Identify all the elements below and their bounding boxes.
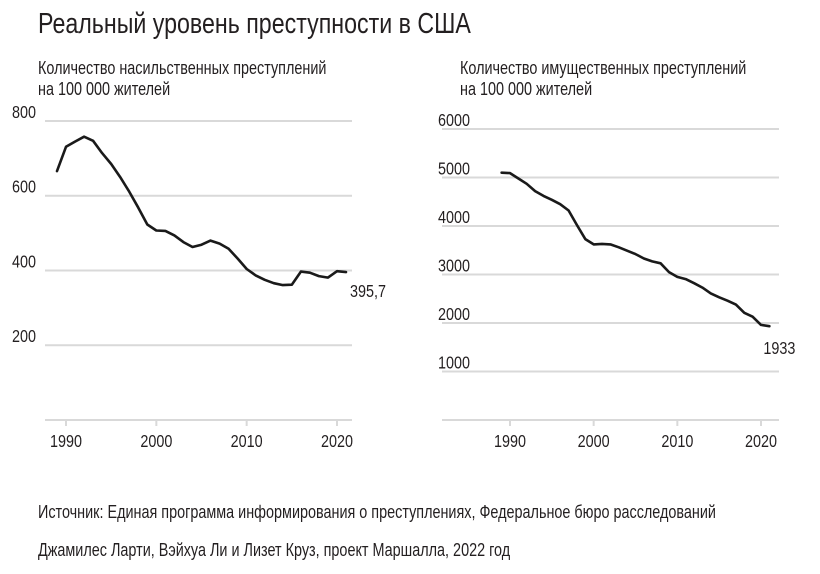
y-tick-label: 2000 [438,305,470,325]
y-tick-label: 4000 [438,208,470,228]
y-tick-label: 5000 [438,159,470,179]
x-tick-label: 1990 [50,432,82,452]
left-subtitle-line-1: Количество насильственных преступлений [38,58,327,78]
x-tick-label: 2020 [321,432,353,452]
right-subtitle-line-2: на 100 000 жителей [460,79,593,99]
y-tick-label: 600 [12,177,36,197]
x-tick-label: 2000 [140,432,172,452]
y-tick-label: 400 [12,252,36,272]
x-tick-label: 2000 [578,432,610,452]
credit-note: Джамилес Ларти, Вэйхуа Ли и Лизет Круз, … [38,540,511,560]
y-tick-label: 1000 [438,353,470,373]
end-value-label: 395,7 [350,282,386,302]
property-crime-chart: 6000 5000 4000 3000 2000 1000 1990 2000 2010 2020… [438,111,795,452]
chart-title: Реальный уровень преступности в США [38,8,471,40]
end-value-label: 1933 [763,339,795,359]
y-tick-label: 800 [12,103,36,123]
right-subtitle-line-1: Количество имущественных преступлений [460,58,747,78]
x-tick-label: 1990 [494,432,526,452]
y-tick-label: 3000 [438,256,470,276]
x-tick-label: 2020 [745,432,777,452]
right-chart-subtitle: Количество имущественных преступлений на… [460,58,746,100]
data-line [500,171,771,328]
left-chart-subtitle: Количество насильственных преступлений н… [38,58,326,100]
y-tick-label: 200 [12,327,36,347]
x-tick-label: 2010 [661,432,693,452]
data-line [55,135,348,287]
x-tick-label: 2010 [231,432,263,452]
left-subtitle-line-2: на 100 000 жителей [38,79,171,99]
y-tick-label: 6000 [438,111,470,131]
source-note: Источник: Единая программа информировани… [38,502,716,522]
violent-crime-chart: 800 600 400 200 1990 2000 2010 2020 395,7 [12,103,386,452]
